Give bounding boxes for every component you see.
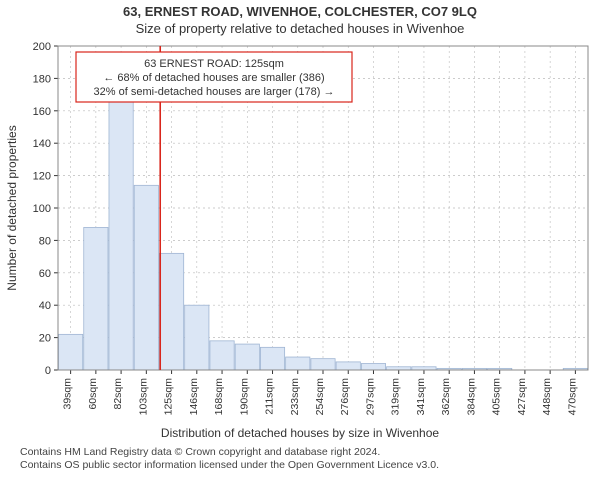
x-tick-label: 60sqm <box>87 378 99 410</box>
histogram-bar <box>134 185 158 370</box>
callout-line: ← 68% of detached houses are smaller (38… <box>103 72 324 84</box>
x-tick-label: 341sqm <box>415 378 427 416</box>
histogram-bar <box>84 227 108 370</box>
callout-line: 63 ERNEST ROAD: 125sqm <box>144 58 284 70</box>
x-tick-label: 362sqm <box>440 378 452 416</box>
histogram-bar <box>210 341 234 370</box>
histogram-bar <box>159 253 183 370</box>
svg-text:60: 60 <box>39 268 51 280</box>
svg-text:160: 160 <box>33 106 51 118</box>
histogram-bar <box>286 357 310 370</box>
histogram-bar <box>59 334 83 370</box>
x-tick-label: 103sqm <box>137 378 149 416</box>
histogram-bar <box>336 362 360 370</box>
svg-text:80: 80 <box>39 235 51 247</box>
footnote-line-1: Contains HM Land Registry data © Crown c… <box>20 446 580 459</box>
histogram-bar <box>260 347 284 370</box>
x-tick-label: 276sqm <box>339 378 351 416</box>
x-tick-label: 190sqm <box>238 378 250 416</box>
chart-svg: 0 20 40 60 80 100 120 140 160 180 200 39sqm 60sqm 82s… <box>0 36 600 426</box>
page-title: 63, ERNEST ROAD, WIVENHOE, COLCHESTER, C… <box>0 4 600 19</box>
footnote-line-2: Contains OS public sector information li… <box>20 459 580 472</box>
x-tick-label: 82sqm <box>112 378 124 410</box>
svg-text:180: 180 <box>33 73 51 85</box>
x-tick-label: 39sqm <box>62 378 74 410</box>
x-tick-label: 405sqm <box>491 378 503 416</box>
page-subtitle: Size of property relative to detached ho… <box>0 21 600 36</box>
x-axis-label: Distribution of detached houses by size … <box>0 426 600 440</box>
histogram-bar <box>311 359 335 370</box>
x-tick-label: 319sqm <box>390 378 402 416</box>
y-axis-label: Number of detached properties <box>5 125 19 290</box>
x-tick-label: 297sqm <box>364 378 376 416</box>
callout-line: 32% of semi-detached houses are larger (… <box>94 86 335 98</box>
histogram-bar <box>361 364 385 370</box>
x-tick-label: 427sqm <box>516 378 528 416</box>
x-tick-label: 211sqm <box>264 378 276 415</box>
x-tick-label: 470sqm <box>566 378 578 416</box>
x-tick-label: 254sqm <box>314 378 326 416</box>
svg-text:40: 40 <box>39 300 51 312</box>
x-tick-label: 146sqm <box>188 378 200 416</box>
svg-text:200: 200 <box>33 41 51 53</box>
histogram-bar <box>109 69 133 370</box>
svg-text:100: 100 <box>33 203 51 215</box>
x-tick-label: 448sqm <box>541 378 553 416</box>
svg-text:120: 120 <box>33 171 51 183</box>
svg-text:0: 0 <box>45 365 51 377</box>
x-tick-label: 168sqm <box>213 378 225 416</box>
x-tick-label: 233sqm <box>289 378 301 416</box>
svg-text:20: 20 <box>39 333 51 345</box>
x-tick-label: 384sqm <box>465 378 477 416</box>
x-tick-label: 125sqm <box>163 378 175 416</box>
svg-text:140: 140 <box>33 138 51 150</box>
histogram-bar <box>185 305 209 370</box>
histogram-bar <box>235 344 259 370</box>
histogram-chart: 0 20 40 60 80 100 120 140 160 180 200 39sqm 60sqm 82s… <box>0 36 600 426</box>
